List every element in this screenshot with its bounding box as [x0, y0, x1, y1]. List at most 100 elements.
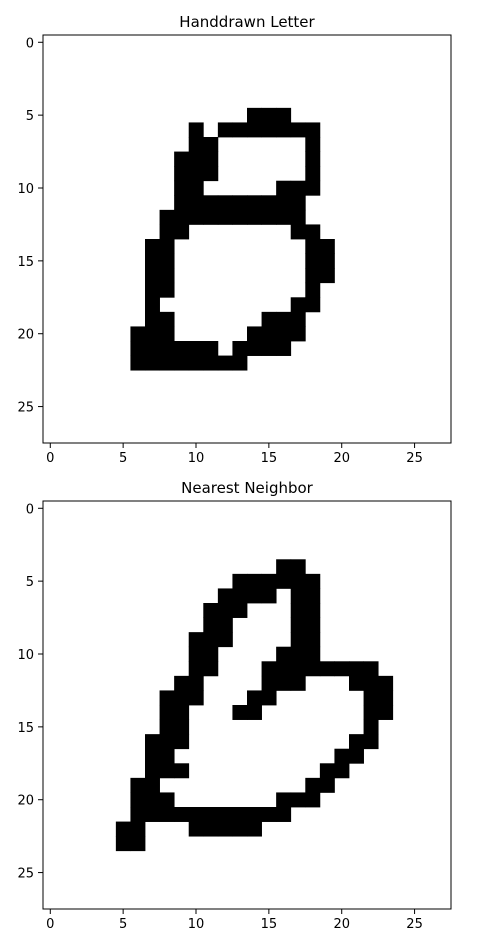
pixel-cell	[145, 253, 160, 269]
y-tick-label: 5	[26, 109, 34, 124]
pixel-cell	[305, 777, 321, 793]
pixel-cell	[115, 836, 131, 852]
pixel-cell	[305, 617, 321, 633]
pixel-cell	[203, 661, 219, 677]
pixel-cell	[188, 821, 204, 837]
pixel-cell	[159, 326, 175, 342]
y-tick-label: 15	[17, 255, 34, 270]
pixel-cell	[217, 195, 233, 211]
pixel-cell	[290, 122, 306, 138]
pixel-cell	[232, 588, 248, 604]
pixel-cell	[349, 675, 364, 691]
pixel-cell	[115, 821, 131, 837]
pixel-cell	[174, 224, 190, 240]
pixel-cell	[276, 807, 292, 822]
x-tick-label: 25	[406, 451, 423, 466]
pixel-cell	[232, 341, 248, 356]
pixel-cell	[261, 195, 277, 211]
pixel-cell	[261, 588, 277, 604]
pixel-cell	[276, 122, 292, 138]
pixel-cell	[174, 705, 190, 720]
pixel-cell	[145, 297, 160, 313]
pixel-cell	[261, 690, 277, 706]
pixel-cell	[203, 137, 219, 152]
pixel-cell	[188, 675, 204, 691]
pixel-cell	[276, 180, 292, 196]
pixel-cell	[217, 588, 233, 604]
pixel-cell	[159, 807, 175, 822]
pixel-cell	[174, 807, 190, 822]
pixel-cell	[261, 209, 277, 225]
pixel-cell	[247, 122, 262, 138]
pixel-cell	[130, 792, 146, 808]
pixel-cell	[203, 632, 219, 648]
pixel-cell	[159, 792, 175, 808]
pixel-cell	[247, 341, 262, 356]
pixel-cell	[188, 646, 204, 662]
pixel-cell	[378, 675, 394, 691]
pixel-cell	[203, 603, 219, 618]
pixel-cell	[203, 646, 219, 662]
pixel-cell	[130, 777, 146, 793]
y-tick-label: 0	[26, 36, 34, 51]
pixel-cell	[305, 137, 321, 152]
pixel-cell	[290, 792, 306, 808]
pixel-cell	[319, 763, 335, 779]
pixel-cell	[130, 341, 146, 356]
pixel-cell	[319, 661, 335, 677]
pixel-cell	[159, 239, 175, 254]
pixel-cell	[363, 705, 379, 720]
pixel-cell	[188, 807, 204, 822]
pixel-cell	[217, 632, 233, 648]
pixel-cell	[159, 282, 175, 298]
pixel-cell	[247, 209, 262, 225]
plot-frame	[42, 500, 452, 910]
pixel-cell	[319, 268, 335, 284]
pixel-cell	[232, 807, 248, 822]
pixel-cell	[188, 137, 204, 152]
pixel-cell	[174, 195, 190, 211]
pixel-cell	[290, 559, 306, 575]
pixel-cell	[217, 209, 233, 225]
pixel-cell	[363, 675, 379, 691]
pixel-cell	[130, 326, 146, 342]
pixel-cell	[159, 253, 175, 269]
y-tick-label: 25	[17, 867, 34, 882]
pixel-cell	[232, 821, 248, 837]
pixel-cell	[145, 326, 160, 342]
pixel-cell	[305, 253, 321, 269]
x-axis-ticks: 0 5 10 15 20 25	[46, 443, 423, 466]
pixel-cell	[203, 617, 219, 633]
pixel-cell	[217, 821, 233, 837]
pixel-cell	[145, 355, 160, 371]
pixel-grid	[115, 559, 394, 852]
pixel-cell	[261, 122, 277, 138]
pixel-cell	[217, 807, 233, 822]
pixel-cell	[145, 282, 160, 298]
pixel-cell	[174, 690, 190, 706]
pixel-cell	[290, 209, 306, 225]
pixel-cell	[145, 311, 160, 327]
pixel-cell	[319, 777, 335, 793]
pixel-cell	[247, 690, 262, 706]
pixel-cell	[290, 675, 306, 691]
pixel-cell	[145, 777, 160, 793]
pixel-cell	[319, 253, 335, 269]
pixel-cell	[276, 573, 292, 589]
pixel-cell	[276, 792, 292, 808]
pixel-cell	[247, 821, 262, 837]
pixel-cell	[217, 355, 233, 371]
pixel-cell	[174, 355, 190, 371]
pixel-cell	[145, 807, 160, 822]
y-tick-label: 10	[17, 648, 34, 663]
pixel-cell	[188, 661, 204, 677]
pixel-cell	[188, 122, 204, 138]
pixel-cell	[363, 661, 379, 677]
pixel-cell	[232, 209, 248, 225]
chart-title: Handdrawn Letter	[179, 13, 315, 31]
x-tick-label: 5	[119, 451, 127, 466]
pixel-cell	[174, 341, 190, 356]
pixel-cell	[247, 705, 262, 720]
pixel-cell	[290, 297, 306, 313]
